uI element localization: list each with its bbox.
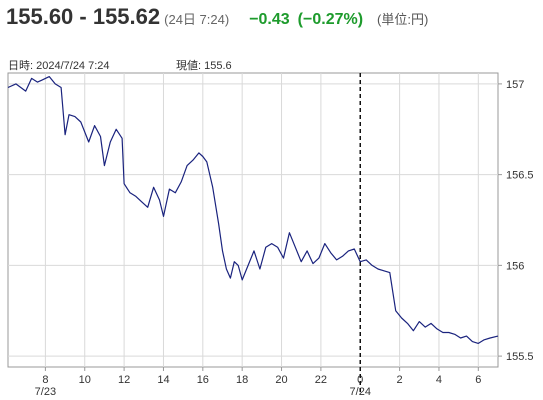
datetime-info: 日時: 2024/7/24 7:24	[8, 60, 110, 72]
x-tick-label: 8	[42, 374, 48, 386]
x-tick-label: 22	[315, 374, 327, 386]
x-tick-label: 10	[79, 374, 91, 386]
price-line	[7, 75, 499, 344]
x-date-label: 7/23	[35, 386, 56, 398]
y-tick-label: 157	[506, 79, 524, 91]
x-tick-label: 12	[118, 374, 130, 386]
y-tick-label: 156.5	[506, 170, 534, 182]
x-tick-label: 4	[436, 374, 442, 386]
price-header: 155.60 - 155.62 (24日 7:24) −0.43 (−0.27%) (単…	[6, 4, 428, 30]
x-tick-label: 2	[397, 374, 403, 386]
timestamp: (24日 7:24)	[164, 12, 230, 27]
current-value-info: 現値: 155.6	[176, 60, 232, 72]
x-tick-label: 20	[275, 374, 287, 386]
x-tick-label: 14	[157, 374, 169, 386]
unit-label: (単位:円)	[377, 12, 429, 27]
x-tick-label: 0	[357, 374, 363, 386]
x-tick-label: 18	[236, 374, 248, 386]
change-percent: (−0.27%)	[297, 11, 364, 28]
y-tick-label: 156	[506, 260, 524, 272]
change-value: −0.43	[249, 11, 290, 28]
plot-area	[7, 72, 499, 368]
x-tick-label: 6	[475, 374, 481, 386]
y-tick-label: 155.5	[506, 351, 534, 363]
price-range: 155.60 - 155.62	[6, 4, 161, 29]
x-tick-label: 16	[197, 374, 209, 386]
